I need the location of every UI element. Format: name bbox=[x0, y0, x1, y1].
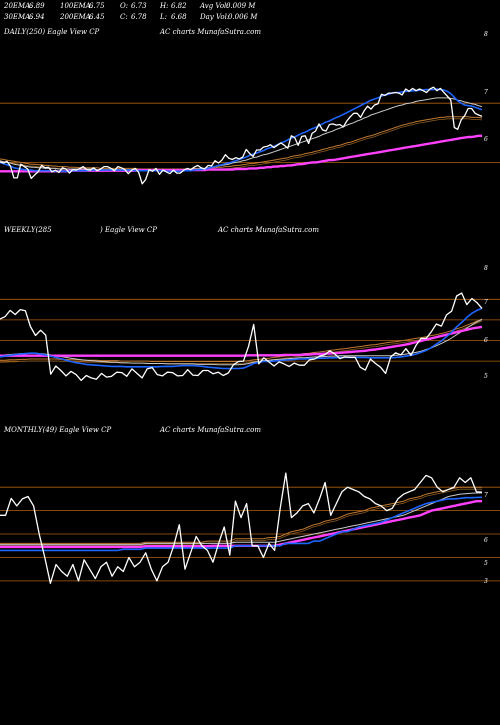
weekly-panel-label: WEEKLY(285 bbox=[4, 226, 52, 234]
close-value: 6.78 bbox=[131, 13, 147, 21]
price-line bbox=[0, 472, 483, 584]
ema-200-line bbox=[0, 134, 482, 173]
ema-mid-line bbox=[0, 319, 483, 366]
header-row-2: 30EMA: 6.94 200EMA: 6.45 C: 6.78 L: 6.68… bbox=[4, 13, 258, 21]
open-value: 6.73 bbox=[131, 2, 147, 10]
day-vol-label: Day Vol: bbox=[199, 13, 229, 21]
y-tick-label: 8 bbox=[484, 31, 488, 38]
y-tick-label: 8 bbox=[484, 265, 488, 272]
ema-slow-shadow-line bbox=[0, 118, 483, 172]
monthly-chart-panel: 7 6 5 3 bbox=[0, 472, 500, 585]
high-value: 6.82 bbox=[171, 2, 187, 10]
ema200-value: 6.45 bbox=[89, 13, 105, 21]
y-tick-label: 7 bbox=[484, 89, 488, 96]
ema200-label: 200EMA: bbox=[59, 13, 93, 21]
ema30-value: 6.94 bbox=[29, 13, 45, 21]
monthly-panel-source: AC charts MunafaSutra.com bbox=[159, 426, 261, 434]
low-value: 6.68 bbox=[171, 13, 187, 21]
weekly-panel-source: AC charts MunafaSutra.com bbox=[217, 226, 319, 234]
weekly-chart-panel: 8 7 6 5 bbox=[0, 265, 500, 382]
y-tick-label: 5 bbox=[484, 560, 488, 567]
y-tick-label: 5 bbox=[484, 373, 488, 380]
ema-slow-shadow-line bbox=[0, 320, 483, 364]
daily-panel-label: DAILY(250) Eagle View CP bbox=[3, 28, 100, 36]
ema100-value: 6.75 bbox=[89, 2, 105, 10]
low-label: L: bbox=[159, 13, 167, 21]
y-tick-label: 3 bbox=[484, 578, 488, 585]
y-tick-label: 6 bbox=[484, 537, 488, 544]
daily-panel-source: AC charts MunafaSutra.com bbox=[159, 28, 261, 36]
ema100-label: 100EMA: bbox=[60, 2, 93, 10]
ema-fast-line bbox=[0, 88, 483, 173]
monthly-panel-label: MONTHLY(49) Eagle View CP bbox=[3, 426, 111, 434]
open-label: O: bbox=[120, 2, 128, 10]
ema-fast-line bbox=[0, 496, 483, 552]
y-tick-label: 6 bbox=[484, 337, 488, 344]
ema-200-line bbox=[0, 500, 482, 549]
price-line bbox=[0, 86, 483, 185]
ema-slow-shadow-line bbox=[0, 488, 482, 546]
day-vol-value: 0.006 M bbox=[228, 13, 258, 21]
ema-mid-line bbox=[0, 492, 482, 546]
daily-chart-panel: 8 7 6 bbox=[0, 31, 500, 185]
ema20-label: 20EMA: bbox=[3, 2, 33, 10]
header-row-1: 20EMA: 6.89 100EMA: 6.75 O: 6.73 H: 6.82… bbox=[3, 2, 256, 10]
price-line bbox=[0, 292, 483, 382]
y-tick-label: 6 bbox=[484, 136, 488, 143]
ema30-label: 30EMA: bbox=[4, 13, 33, 21]
y-tick-label: 7 bbox=[484, 492, 488, 499]
ema-200-line bbox=[0, 325, 483, 357]
ema-fast-line bbox=[0, 307, 483, 370]
ema-mid-line bbox=[0, 97, 483, 171]
y-tick-label: 7 bbox=[484, 299, 488, 306]
close-label: C: bbox=[120, 13, 128, 21]
ema-slow-line bbox=[0, 486, 482, 544]
weekly-panel-label-2: ) Eagle View CP bbox=[99, 226, 157, 234]
ema20-value: 6.89 bbox=[29, 2, 45, 10]
avg-vol-label: Avg Vol: bbox=[199, 2, 229, 10]
high-label: H: bbox=[159, 2, 168, 10]
avg-vol-value: 0.009 M bbox=[226, 2, 256, 10]
